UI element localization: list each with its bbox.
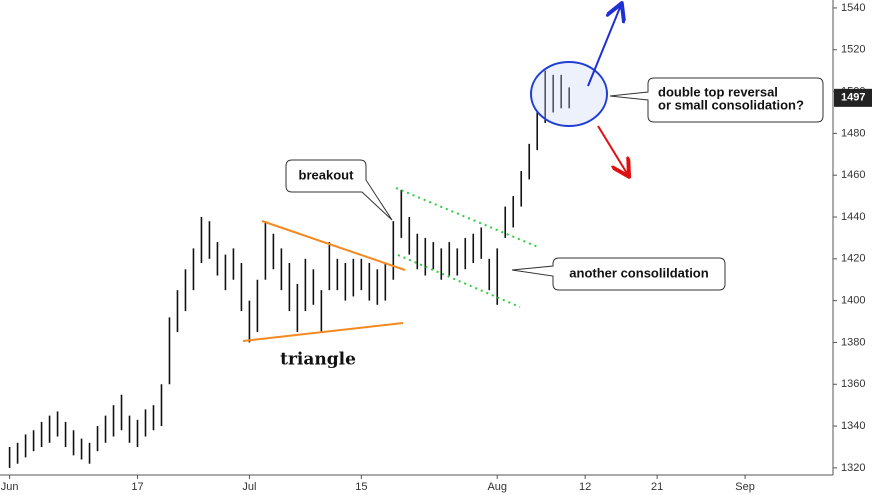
x-tick-label: 21: [651, 481, 663, 493]
y-tick-label: 1360: [841, 378, 865, 390]
last-price-label: 1497: [841, 92, 865, 104]
y-tick-label: 1420: [841, 253, 865, 265]
annotation: double top reversal: [658, 84, 778, 99]
y-tick-label: 1340: [841, 420, 865, 432]
x-tick-label: Sep: [735, 481, 755, 493]
annotation: breakout: [299, 167, 355, 182]
y-tick-label: 1440: [841, 211, 865, 223]
x-tick-label: Aug: [487, 481, 507, 493]
callout-box: [285, 159, 393, 221]
x-tick-label: Jul: [242, 481, 256, 493]
x-tick-label: 15: [355, 481, 367, 493]
channel-lower: [397, 254, 521, 308]
highlight-circle: [530, 61, 608, 127]
y-tick-label: 1520: [841, 44, 865, 56]
x-tick-label: 17: [131, 481, 143, 493]
annotation: triangle: [280, 350, 356, 370]
up-arrow: [587, 5, 621, 87]
x-tick-label: Jun: [1, 481, 19, 493]
y-tick-label: 1480: [841, 127, 865, 139]
y-tick-label: 1460: [841, 169, 865, 181]
y-tick-label: 1320: [841, 462, 865, 474]
callout-box: [609, 77, 824, 123]
y-tick-label: 1400: [841, 295, 865, 307]
down-arrow: [597, 125, 628, 175]
y-tick-label: 1380: [841, 336, 865, 348]
callout-box: [511, 257, 726, 291]
triangle-lower: [242, 322, 404, 342]
annotation: or small consolidation?: [658, 97, 804, 112]
channel-upper: [395, 187, 539, 248]
triangle-upper: [261, 220, 406, 271]
annotation: another consolildation: [569, 265, 708, 280]
last-price-box: [834, 88, 872, 107]
price-bars: [8, 70, 570, 468]
y-tick-label: 1540: [841, 2, 865, 14]
x-tick-label: 12: [579, 481, 591, 493]
